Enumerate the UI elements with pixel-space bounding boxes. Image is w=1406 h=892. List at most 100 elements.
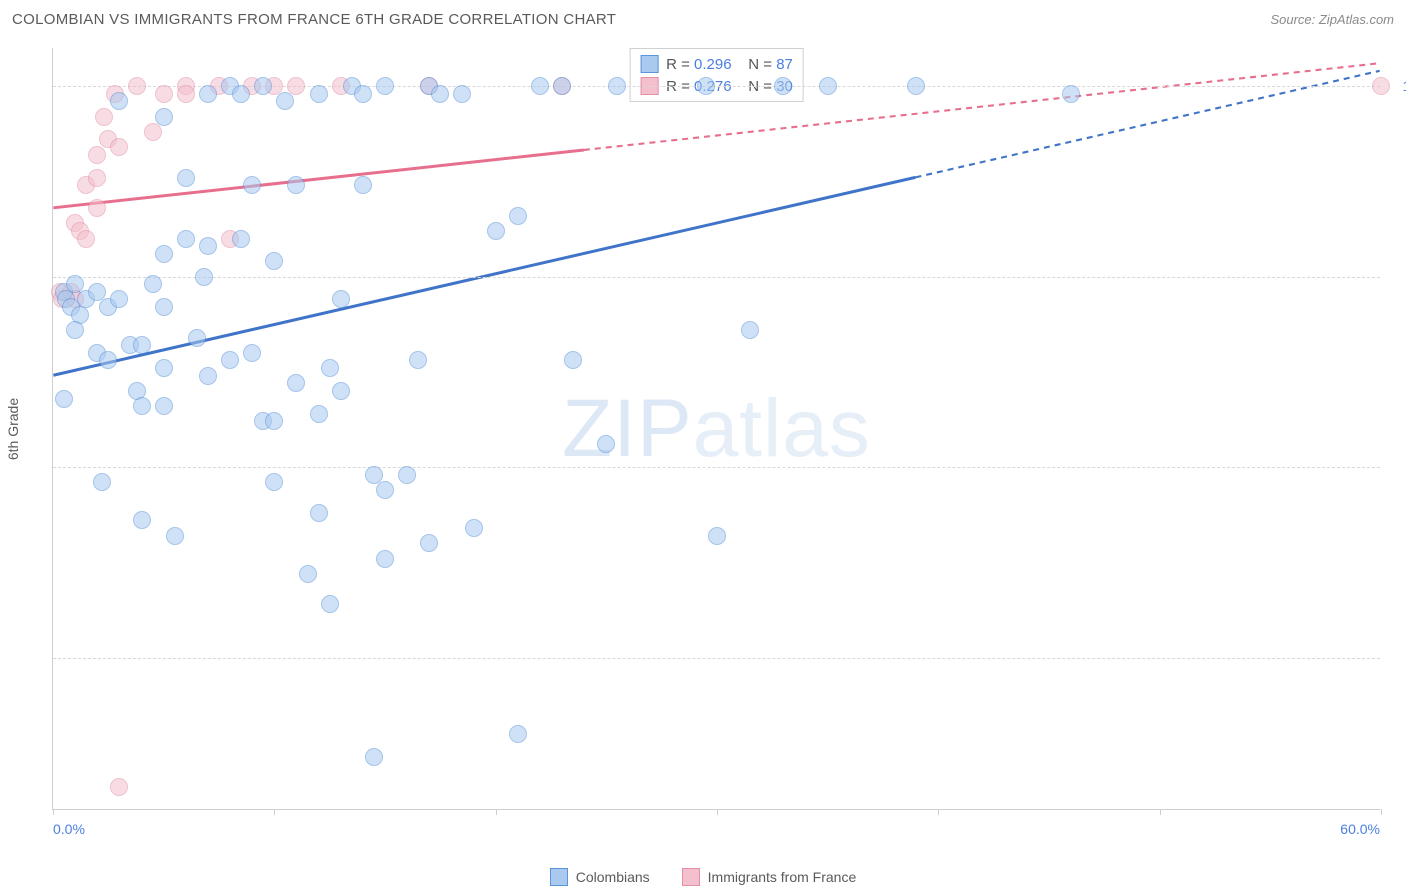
scatter-point-colombians [199,237,217,255]
scatter-point-colombians [509,725,527,743]
scatter-point-colombians [110,290,128,308]
scatter-point-colombians [332,290,350,308]
legend-label-colombians: Colombians [576,869,650,885]
scatter-point-colombians [144,275,162,293]
x-tick [717,809,718,815]
scatter-point-colombians [376,481,394,499]
scatter-point-colombians [188,329,206,347]
scatter-point-france [110,138,128,156]
scatter-point-colombians [99,351,117,369]
y-tick-label: 92.5% [1390,650,1406,666]
scatter-point-colombians [310,405,328,423]
scatter-point-colombians [155,298,173,316]
scatter-point-colombians [199,85,217,103]
scatter-point-colombians [409,351,427,369]
x-label-max: 60.0% [1340,821,1380,837]
scatter-point-colombians [287,374,305,392]
scatter-point-colombians [321,595,339,613]
gridline [53,277,1380,278]
scatter-point-colombians [232,85,250,103]
scatter-point-colombians [265,252,283,270]
scatter-point-colombians [774,77,792,95]
scatter-point-colombians [697,77,715,95]
scatter-point-colombians [299,565,317,583]
scatter-point-france [155,85,173,103]
watermark-light: atlas [693,383,871,474]
scatter-point-colombians [93,473,111,491]
scatter-point-france [177,85,195,103]
scatter-point-colombians [243,344,261,362]
scatter-point-colombians [907,77,925,95]
scatter-point-colombians [376,77,394,95]
scatter-point-colombians [110,92,128,110]
scatter-point-colombians [310,504,328,522]
scatter-point-france [128,77,146,95]
legend-label-france: Immigrants from France [708,869,857,885]
scatter-point-colombians [608,77,626,95]
legend-item-france: Immigrants from France [682,868,857,886]
x-tick [1381,809,1382,815]
trendlines-layer [53,48,1380,809]
scatter-point-colombians [398,466,416,484]
stats-row-colombians: R = 0.296 N = 87 [640,53,793,75]
scatter-point-colombians [221,351,239,369]
legend-swatch-colombians [550,868,568,886]
scatter-point-colombians [199,367,217,385]
scatter-point-colombians [155,359,173,377]
scatter-point-france [144,123,162,141]
scatter-point-colombians [232,230,250,248]
scatter-point-france [88,169,106,187]
watermark-bold: ZIP [562,383,693,474]
scatter-point-colombians [133,336,151,354]
scatter-point-colombians [265,412,283,430]
x-tick [938,809,939,815]
scatter-point-colombians [310,85,328,103]
scatter-point-colombians [332,382,350,400]
chart-header: COLOMBIAN VS IMMIGRANTS FROM FRANCE 6TH … [0,0,1406,38]
scatter-point-colombians [133,511,151,529]
scatter-point-france [77,230,95,248]
scatter-point-colombians [243,176,261,194]
scatter-point-colombians [708,527,726,545]
correlation-stats-box: R = 0.296 N = 87 R = 0.276 N = 30 [629,48,804,102]
scatter-point-colombians [354,85,372,103]
chart-title: COLOMBIAN VS IMMIGRANTS FROM FRANCE 6TH … [12,11,616,28]
scatter-point-colombians [265,473,283,491]
scatter-point-colombians [453,85,471,103]
x-label-min: 0.0% [53,821,85,837]
x-tick [1160,809,1161,815]
scatter-point-colombians [55,390,73,408]
gridline [53,467,1380,468]
source-attribution: Source: ZipAtlas.com [1270,12,1394,27]
y-tick-label: 95.0% [1390,459,1406,475]
x-tick [53,809,54,815]
scatter-point-colombians [155,245,173,263]
scatter-point-colombians [465,519,483,537]
scatter-point-colombians [354,176,372,194]
scatter-point-france [287,77,305,95]
scatter-point-colombians [553,77,571,95]
scatter-point-colombians [431,85,449,103]
scatter-point-colombians [195,268,213,286]
scatter-point-colombians [531,77,549,95]
watermark: ZIPatlas [562,382,871,476]
scatter-point-france [88,146,106,164]
scatter-point-colombians [487,222,505,240]
scatter-point-colombians [420,534,438,552]
legend-swatch-france [682,868,700,886]
y-tick-label: 97.5% [1390,269,1406,285]
scatter-point-colombians [1062,85,1080,103]
scatter-point-colombians [597,435,615,453]
x-tick [496,809,497,815]
scatter-point-colombians [741,321,759,339]
scatter-point-france [88,199,106,217]
scatter-point-france [1372,77,1390,95]
scatter-point-colombians [819,77,837,95]
stats-text-colombians: R = 0.296 N = 87 [666,56,793,73]
scatter-plot-area: ZIPatlas 6th Grade R = 0.296 N = 87 R = … [52,48,1380,810]
scatter-point-colombians [365,748,383,766]
gridline [53,658,1380,659]
scatter-point-colombians [287,176,305,194]
swatch-colombians [640,55,658,73]
scatter-point-france [110,778,128,796]
